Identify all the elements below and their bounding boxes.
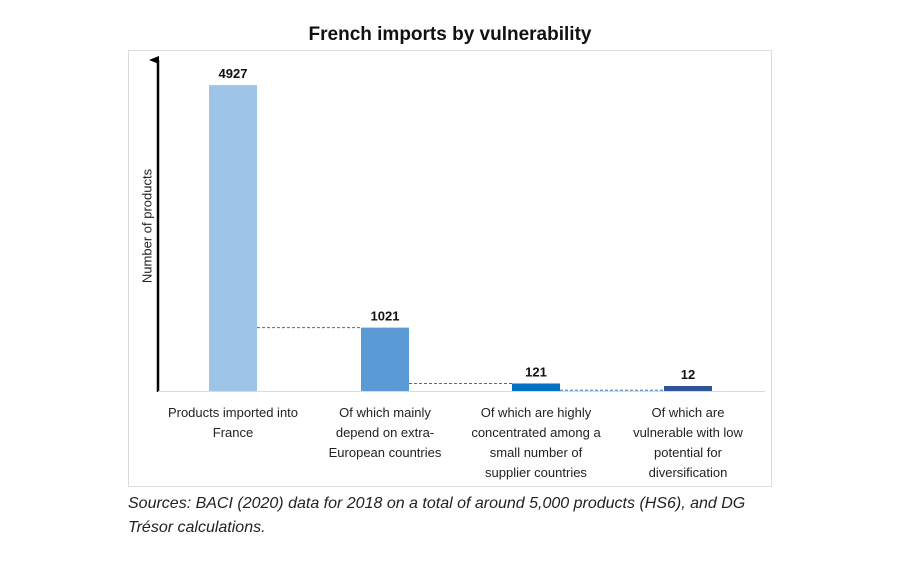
x-tick-label-line: small number of — [489, 445, 583, 460]
x-tick-label-line: European countries — [328, 445, 442, 460]
x-tick-label-line: potential for — [654, 445, 722, 460]
x-tick-label-line: Of which are highly — [480, 405, 592, 420]
y-axis-label: Number of products — [139, 168, 155, 284]
x-tick-label-line: vulnerable with low — [633, 425, 743, 440]
x-tick-label-line: supplier countries — [485, 465, 587, 480]
x-tick-label-2: Of which mainly depend on extra- European … — [305, 403, 465, 463]
x-tick-label-line: diversification — [648, 465, 728, 480]
x-tick-label-line: Products imported into — [167, 405, 299, 420]
bar-value-label-2: 1021 — [371, 309, 400, 324]
x-tick-label-line: France — [212, 425, 254, 440]
bar-value-label-4: 12 — [681, 367, 695, 382]
x-tick-label-4: Of which are vulnerable with low potential… — [608, 403, 768, 483]
source-note: Sources: BACI (2020) data for 2018 on a … — [128, 495, 746, 536]
chart-title: French imports by vulnerability — [308, 24, 592, 45]
x-tick-label-line: concentrated among a — [471, 425, 601, 440]
bar-value-label-3: 121 — [525, 364, 547, 379]
bar-2 — [361, 327, 409, 391]
bar-4 — [664, 386, 712, 391]
x-tick-label-3: Of which are highly concentrated among a s… — [456, 403, 616, 483]
chart-frame — [128, 50, 772, 487]
x-tick-label-line: Of which mainly — [339, 405, 431, 420]
x-tick-label-line: depend on extra- — [335, 425, 435, 440]
x-tick-label-line: Of which are — [651, 405, 725, 420]
bar-1 — [209, 85, 257, 392]
bar-3 — [512, 383, 560, 391]
x-tick-label-1: Products imported into France — [153, 403, 313, 443]
bar-value-label-1: 4927 — [219, 66, 248, 81]
